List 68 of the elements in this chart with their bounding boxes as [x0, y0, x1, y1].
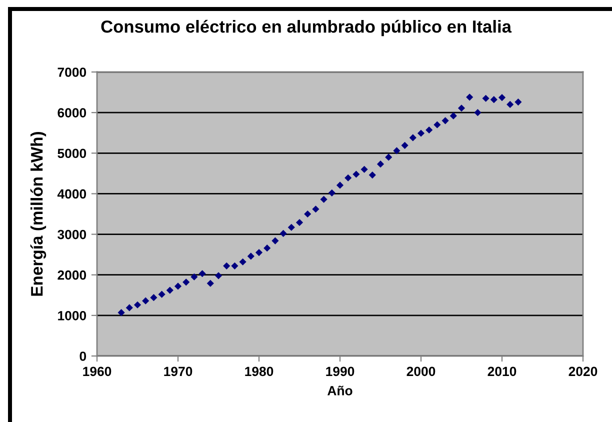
point — [385, 154, 392, 161]
point — [134, 301, 142, 308]
point — [417, 130, 425, 137]
point — [255, 249, 263, 256]
point — [426, 126, 433, 134]
x-tick-label: 2010 — [488, 366, 516, 376]
point — [190, 273, 198, 280]
y-tick-label: 0 — [80, 352, 86, 361]
point — [247, 252, 254, 260]
point — [214, 272, 222, 280]
point — [320, 196, 328, 203]
x-tick-label: 1990 — [326, 366, 354, 376]
point — [368, 172, 376, 179]
y-tick-label: 2000 — [58, 270, 86, 280]
point — [264, 244, 271, 252]
point — [344, 174, 352, 182]
point — [304, 210, 312, 218]
y-axis-title: Energía (millón kWh) — [30, 132, 46, 296]
point — [142, 297, 150, 304]
point — [182, 278, 190, 286]
x-axis-title: Año — [328, 386, 352, 396]
point — [401, 142, 408, 149]
chart-title: Consumo eléctrico en alumbrado público en Italia — [101, 20, 512, 36]
point — [434, 121, 441, 128]
point — [198, 270, 206, 278]
x-tick-label: 2020 — [568, 366, 598, 376]
x-tick-label: 2000 — [406, 366, 436, 376]
point — [231, 262, 238, 270]
point — [409, 134, 416, 142]
point — [280, 230, 287, 238]
x-tick-label: 1960 — [83, 366, 112, 376]
point — [272, 237, 279, 244]
point — [514, 98, 522, 106]
point — [474, 109, 482, 116]
point — [466, 94, 474, 101]
point — [352, 170, 360, 178]
point — [498, 94, 506, 102]
y-tick-label: 6000 — [58, 108, 86, 118]
point — [206, 280, 214, 287]
y-tick-label: 7000 — [58, 68, 86, 77]
point — [393, 147, 400, 154]
y-tick-label: 1000 — [58, 310, 86, 320]
point — [490, 96, 498, 104]
point — [126, 304, 133, 312]
point — [360, 166, 368, 173]
point — [376, 160, 384, 168]
point — [288, 224, 295, 231]
point — [482, 94, 490, 102]
point — [328, 189, 336, 196]
y-tick-label: 5000 — [58, 148, 86, 158]
point — [239, 258, 246, 266]
y-tick-label: 4000 — [57, 189, 86, 199]
x-tick-label: 1980 — [245, 366, 274, 376]
point — [458, 104, 466, 112]
point — [166, 286, 174, 294]
point — [312, 206, 320, 213]
point — [506, 100, 514, 108]
point — [118, 309, 125, 316]
point — [158, 290, 166, 298]
point — [442, 117, 449, 124]
point — [150, 294, 158, 302]
point — [174, 282, 182, 290]
point — [296, 218, 304, 226]
point — [450, 112, 457, 120]
x-tick-label: 1970 — [164, 366, 192, 376]
point — [336, 182, 344, 189]
point — [223, 262, 230, 270]
y-tick-label: 3000 — [58, 230, 86, 240]
